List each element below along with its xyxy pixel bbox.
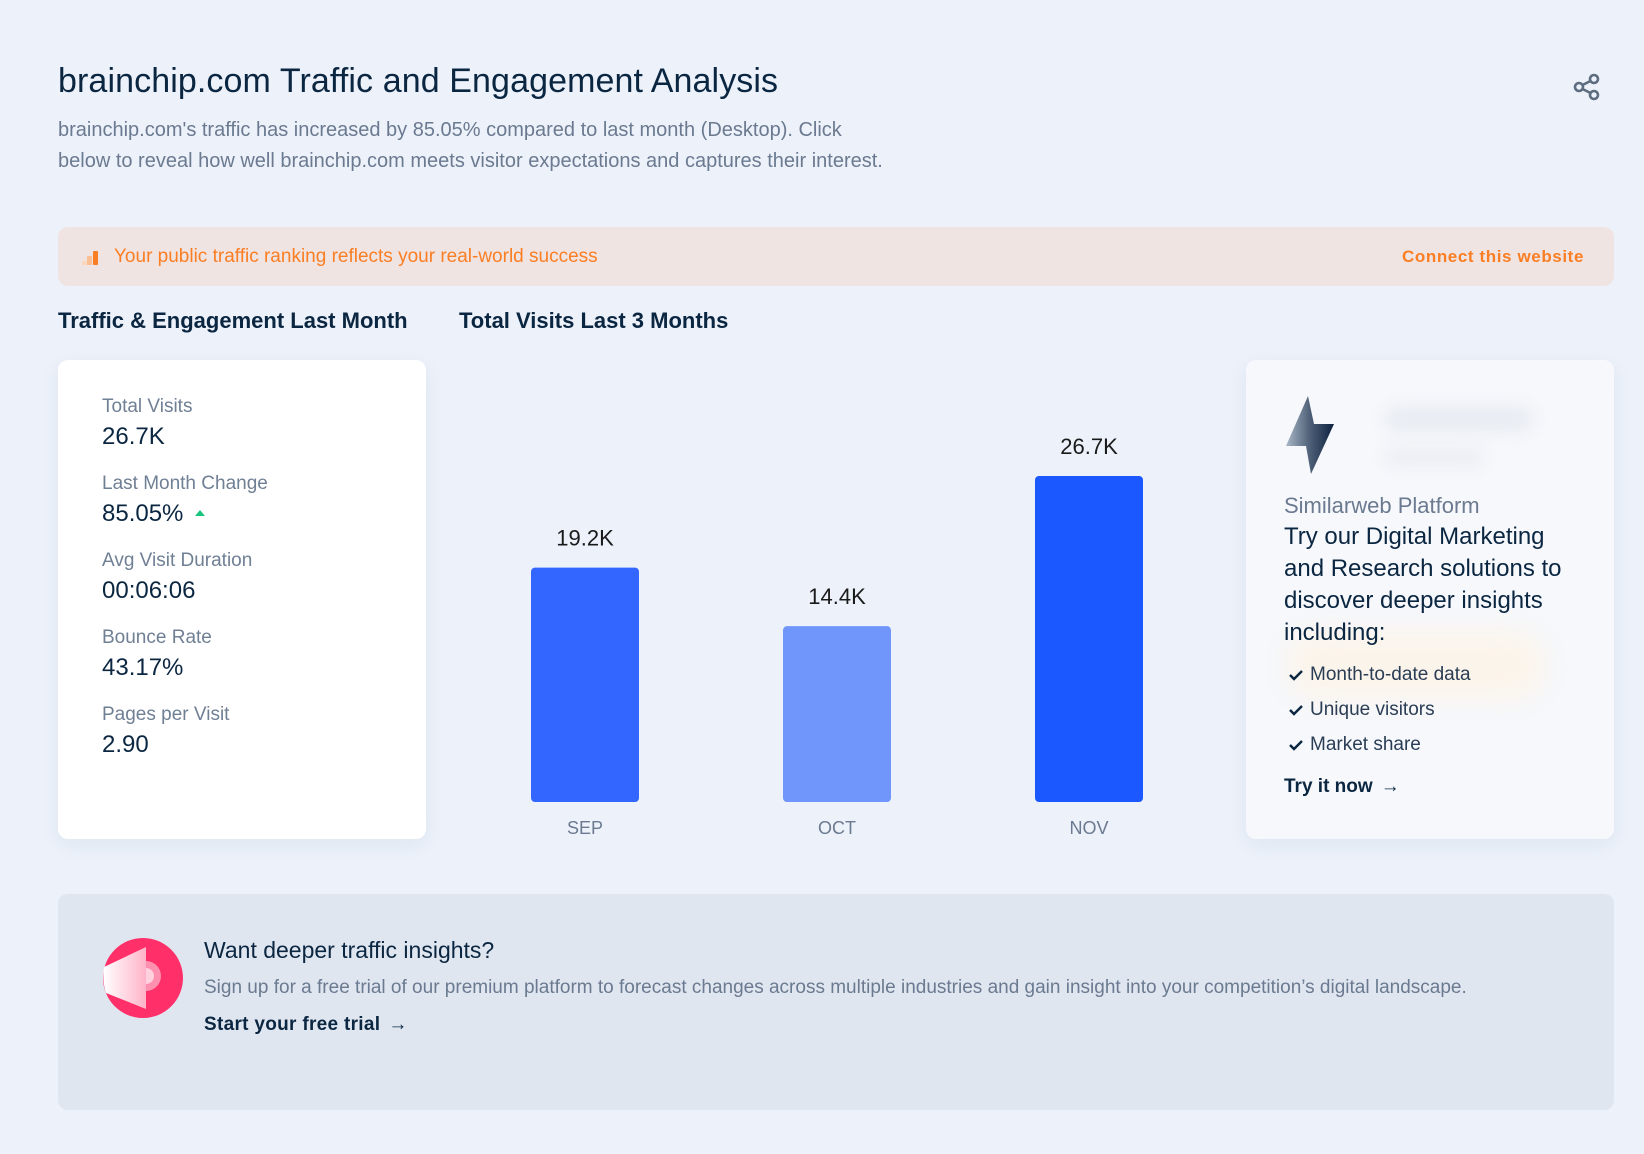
page-title: brainchip.com Traffic and Engagement Ana… bbox=[58, 62, 779, 100]
promo-feature-text: Month-to-date data bbox=[1310, 663, 1471, 685]
stat-label: Last Month Change bbox=[102, 473, 268, 494]
megaphone-icon bbox=[103, 938, 183, 1018]
blurred-placeholder bbox=[1384, 406, 1534, 432]
ranking-banner: Your public traffic ranking reflects you… bbox=[58, 227, 1614, 286]
free-trial-body: Want deeper traffic insights? Sign up fo… bbox=[204, 936, 1524, 1110]
check-icon bbox=[1289, 704, 1303, 716]
share-icon bbox=[1573, 73, 1600, 101]
connect-website-link[interactable]: Connect this website bbox=[1401, 246, 1584, 266]
ranking-bars-icon bbox=[82, 250, 98, 265]
stat-value: 85.05% bbox=[102, 497, 426, 531]
promo-kicker: Similarweb Platform bbox=[1284, 493, 1480, 518]
stat-value-text: 2.90 bbox=[102, 731, 149, 758]
try-it-now-link[interactable]: Try it now → bbox=[1284, 776, 1614, 798]
promo-feature: Unique visitors bbox=[1284, 692, 1614, 727]
stat-value-text: 43.17% bbox=[102, 654, 184, 681]
stat-value: 2.90 bbox=[102, 728, 426, 762]
try-it-now-label: Try it now bbox=[1284, 776, 1373, 797]
engagement-section-title: Traffic & Engagement Last Month bbox=[58, 308, 408, 333]
stat-value-text: 00:06:06 bbox=[102, 577, 196, 604]
bar-oct[interactable] bbox=[783, 626, 891, 802]
stat-last-month-change: Last Month Change 85.05% bbox=[102, 471, 426, 531]
bar-value-label: 19.2K bbox=[556, 526, 614, 551]
free-trial-title: Want deeper traffic insights? bbox=[204, 937, 495, 963]
lightning-bolt-icon bbox=[1286, 396, 1334, 474]
check-icon bbox=[1289, 739, 1303, 751]
page-description: brainchip.com's traffic has increased by… bbox=[58, 119, 883, 172]
promo-feature-list: Month-to-date data Unique visitors Marke… bbox=[1284, 657, 1614, 762]
x-tick-label: NOV bbox=[1069, 818, 1108, 838]
trend-up-icon bbox=[195, 510, 206, 516]
visits-section-title: Total Visits Last 3 Months bbox=[459, 308, 729, 333]
promo-feature-text: Market share bbox=[1310, 733, 1421, 755]
bar-sep[interactable] bbox=[531, 567, 639, 802]
start-free-trial-link[interactable]: Start your free trial → bbox=[204, 1014, 408, 1036]
free-trial-description: Sign up for a free trial of our premium … bbox=[204, 977, 1467, 998]
blurred-glow bbox=[1286, 630, 1546, 700]
x-tick-label: OCT bbox=[818, 818, 856, 838]
stat-value: 00:06:06 bbox=[102, 574, 426, 608]
promo-feature: Market share bbox=[1284, 727, 1614, 762]
free-trial-card: Want deeper traffic insights? Sign up fo… bbox=[58, 894, 1614, 1110]
arrow-right-icon: → bbox=[1380, 776, 1400, 797]
platform-promo-card: Similarweb Platform Try our Digital Mark… bbox=[1246, 360, 1614, 839]
check-icon bbox=[1289, 669, 1303, 681]
stat-bounce-rate: Bounce Rate 43.17% bbox=[102, 625, 426, 685]
start-free-trial-label: Start your free trial bbox=[204, 1014, 381, 1035]
arrow-right-icon: → bbox=[388, 1014, 408, 1035]
promo-feature: Month-to-date data bbox=[1284, 657, 1614, 692]
visits-bar-chart: 19.2K SEP 14.4K OCT 26.7K NOV bbox=[460, 360, 1220, 840]
stat-pages-per-visit: Pages per Visit 2.90 bbox=[102, 702, 426, 762]
stat-label: Pages per Visit bbox=[102, 704, 230, 725]
stat-value: 26.7K bbox=[102, 420, 426, 454]
stat-value-text: 26.7K bbox=[102, 423, 165, 450]
blurred-placeholder bbox=[1384, 448, 1484, 466]
engagement-stats-card: Total Visits 26.7K Last Month Change 85.… bbox=[58, 360, 426, 839]
x-tick-label: SEP bbox=[567, 818, 603, 838]
stat-label: Total Visits bbox=[102, 396, 193, 417]
bar-nov[interactable] bbox=[1035, 476, 1143, 802]
share-button[interactable] bbox=[1570, 70, 1604, 104]
visits-bar-chart-svg: 19.2K SEP 14.4K OCT 26.7K NOV bbox=[531, 434, 1143, 838]
promo-feature-text: Unique visitors bbox=[1310, 698, 1435, 720]
stat-label: Avg Visit Duration bbox=[102, 550, 253, 571]
stat-value: 43.17% bbox=[102, 651, 426, 685]
bar-value-label: 26.7K bbox=[1060, 434, 1118, 459]
stat-avg-visit-duration: Avg Visit Duration 00:06:06 bbox=[102, 548, 426, 608]
stat-value-text: 85.05% bbox=[102, 500, 184, 527]
promo-headline: Try our Digital Marketing and Research s… bbox=[1284, 523, 1562, 646]
banner-text: Your public traffic ranking reflects you… bbox=[114, 245, 598, 267]
bar-value-label: 14.4K bbox=[808, 584, 866, 609]
stat-label: Bounce Rate bbox=[102, 627, 212, 648]
stat-total-visits: Total Visits 26.7K bbox=[102, 394, 426, 454]
